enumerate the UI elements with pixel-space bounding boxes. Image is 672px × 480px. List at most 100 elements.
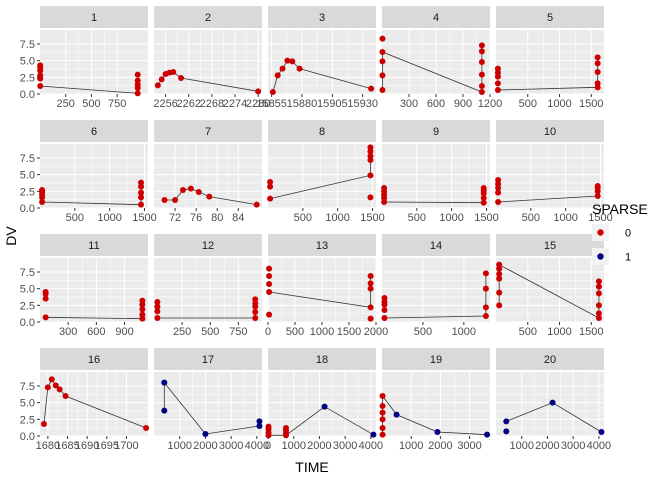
data-point xyxy=(370,431,377,438)
y-tick-label: 2.5 xyxy=(20,414,35,426)
data-point xyxy=(289,58,296,65)
facet-panel-1: 1 250 500 750 0.0 2.5 5.0 7.5 xyxy=(20,6,148,110)
y-tick-label: 5.0 xyxy=(20,56,35,68)
x-tick-label: 500 xyxy=(519,326,537,338)
facet-panel-19: 19 1000 2000 3000 xyxy=(379,348,491,452)
facet-panel-13: 13 0 500 1000 1500 2000 xyxy=(265,234,388,338)
data-point xyxy=(143,425,150,431)
facet-panel-18: 18 0 1000 2000 3000 4000 xyxy=(265,348,383,452)
data-point xyxy=(42,314,49,321)
data-point xyxy=(39,187,46,193)
x-tick-label: 1000 xyxy=(310,326,334,338)
x-tick-label: 15855 xyxy=(256,98,287,110)
data-point xyxy=(482,304,489,311)
data-point xyxy=(478,89,485,95)
x-tick-label: 2256 xyxy=(153,98,177,110)
x-tick-label: 1500 xyxy=(474,212,498,224)
facet-strip xyxy=(40,120,148,142)
data-point xyxy=(480,195,487,201)
data-point xyxy=(494,80,501,87)
data-point xyxy=(367,285,374,292)
x-tick-label: 84 xyxy=(232,212,244,224)
y-tick-label: 2.5 xyxy=(20,300,35,312)
x-tick-label: 1500 xyxy=(579,326,603,338)
data-point xyxy=(381,185,388,191)
data-point xyxy=(266,289,273,295)
facet-strip-label: 16 xyxy=(88,354,100,366)
data-point xyxy=(267,183,274,190)
data-point xyxy=(495,199,502,205)
y-tick-label: 2.5 xyxy=(20,186,35,198)
x-tick-label: 300 xyxy=(59,326,77,338)
data-point xyxy=(379,403,386,409)
facet-strip xyxy=(40,348,148,370)
x-tick-label: 1500 xyxy=(132,212,156,224)
data-point xyxy=(202,431,209,437)
x-tick-label: 500 xyxy=(522,212,540,224)
data-point xyxy=(279,65,286,72)
data-point xyxy=(296,65,303,72)
x-tick-label: 3000 xyxy=(457,440,481,452)
facet-panel-8: 8 500 1000 1500 xyxy=(267,120,385,224)
y-tick-label: 7.5 xyxy=(20,153,35,165)
facet-panel-7: 7 72 76 80 84 xyxy=(154,120,262,224)
data-point xyxy=(40,421,47,427)
data-point xyxy=(496,275,503,282)
facet-strip xyxy=(268,6,376,28)
panel-background xyxy=(40,258,148,322)
data-point xyxy=(37,62,44,69)
data-point xyxy=(52,382,59,389)
data-point xyxy=(379,409,386,416)
facet-panel-9: 9 500 1000 1500 xyxy=(381,120,499,224)
y-tick-label: 5.0 xyxy=(20,284,35,296)
data-point xyxy=(274,72,281,79)
data-point xyxy=(482,285,489,292)
data-point xyxy=(595,290,602,297)
x-tick-label: 600 xyxy=(87,326,105,338)
panel-background xyxy=(382,144,490,208)
y-tick-label: 5.0 xyxy=(20,398,35,410)
x-tick-label: 0 xyxy=(265,440,271,452)
facet-strip-label: 2 xyxy=(205,12,211,24)
facet-panel-20: 20 1000 2000 3000 4000 xyxy=(496,348,611,452)
x-tick-label: 900 xyxy=(454,98,472,110)
series-line xyxy=(268,406,374,436)
x-tick-label: 1000 xyxy=(509,440,533,452)
x-tick-label: 750 xyxy=(108,98,126,110)
facet-strip-label: 12 xyxy=(202,240,214,252)
x-tick-label: 3000 xyxy=(561,440,585,452)
panel-background xyxy=(382,258,490,322)
facet-panel-17: 17 1000 2000 3000 4000 xyxy=(154,348,269,452)
data-point xyxy=(139,306,146,313)
data-point xyxy=(595,283,602,290)
data-point xyxy=(598,429,605,435)
data-point xyxy=(44,384,51,391)
data-point xyxy=(134,90,141,97)
panel-background xyxy=(268,144,376,208)
data-point xyxy=(367,304,374,311)
x-tick-label: 1000 xyxy=(547,98,571,110)
facet-strip xyxy=(154,6,262,28)
data-point xyxy=(381,307,388,313)
x-axis-title: TIME xyxy=(295,459,328,475)
data-point xyxy=(42,289,49,295)
data-point xyxy=(595,278,602,285)
panel-background xyxy=(40,372,148,436)
data-point xyxy=(482,313,489,319)
data-point xyxy=(495,189,502,196)
x-tick-label: 1500 xyxy=(360,212,384,224)
x-tick-label: 500 xyxy=(408,212,426,224)
facet-strip xyxy=(496,234,604,256)
y-tick-label: 0.0 xyxy=(20,317,35,329)
data-point xyxy=(379,431,386,438)
x-tick-label: 15880 xyxy=(287,98,318,110)
x-tick-label: 4000 xyxy=(359,440,383,452)
panel-background xyxy=(496,30,604,94)
y-tick-label: 0.0 xyxy=(20,89,35,101)
data-point xyxy=(42,295,49,302)
facet-strip-label: 3 xyxy=(319,12,325,24)
data-point xyxy=(549,399,556,406)
